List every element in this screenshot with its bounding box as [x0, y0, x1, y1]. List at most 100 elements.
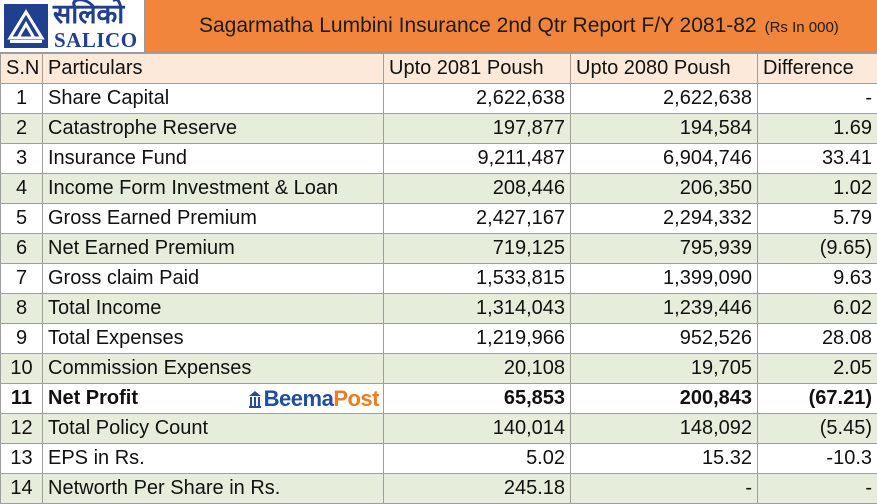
logo-devanagari-text: सलिको — [53, 0, 124, 30]
cell-sn: 11 — [1, 384, 43, 414]
cell-previous-text: 19,705 — [691, 357, 752, 379]
cell-difference: 1.02 — [758, 174, 877, 204]
cell-previous: 1,399,090 — [571, 264, 758, 294]
cell-current: 245.18 — [384, 474, 571, 504]
cell-difference-text: (9.65) — [820, 237, 872, 259]
cell-current-text: 5.02 — [526, 447, 565, 469]
cell-previous: 194,584 — [571, 114, 758, 144]
cell-current: 208,446 — [384, 174, 571, 204]
financial-summary-table: S.N Particulars Upto 2081 Poush Upto 208… — [0, 53, 877, 504]
watermark-text-beema: Beema — [264, 386, 334, 412]
cell-sn-text: 5 — [16, 207, 27, 229]
cell-difference-text: 9.63 — [833, 267, 872, 289]
cell-particular: Gross Earned Premium — [43, 204, 384, 234]
salico-emblem-icon — [4, 4, 48, 48]
cell-particular: Income Form Investment & Loan — [43, 174, 384, 204]
cell-difference: (67.21) — [758, 384, 877, 414]
cell-particular-text: Total Expenses — [48, 327, 184, 349]
logo-english-text: SALICO — [54, 28, 138, 52]
cell-difference: 5.79 — [758, 204, 877, 234]
cell-previous-text: 194,584 — [680, 117, 752, 139]
cell-previous-text: 148,092 — [680, 417, 752, 439]
columns-icon — [248, 390, 262, 408]
cell-previous: 952,526 — [571, 324, 758, 354]
cell-particular-text: Gross claim Paid — [48, 267, 199, 289]
cell-previous-text: 1,399,090 — [663, 267, 752, 289]
cell-difference-text: (5.45) — [820, 417, 872, 439]
report-title-text: Sagarmatha Lumbini Insurance 2nd Qtr Rep… — [199, 14, 757, 37]
cell-sn-text: 6 — [16, 237, 27, 259]
cell-previous-text: 1,239,446 — [663, 297, 752, 319]
cell-sn: 3 — [1, 144, 43, 174]
cell-sn-text: 12 — [10, 417, 32, 439]
cell-particular-text: Income Form Investment & Loan — [48, 177, 338, 199]
column-header-difference: Difference — [758, 54, 877, 84]
cell-sn: 9 — [1, 324, 43, 354]
cell-current-text: 20,108 — [504, 357, 565, 379]
cell-difference-text: 1.69 — [833, 117, 872, 139]
cell-current: 2,427,167 — [384, 204, 571, 234]
table-row: 4 Income Form Investment & Loan 208,446 206… — [1, 174, 877, 204]
cell-particular-text: Networth Per Share in Rs. — [48, 477, 280, 499]
cell-particular-text: EPS in Rs. — [48, 447, 145, 469]
cell-particular: Net Earned Premium — [43, 234, 384, 264]
cell-previous-text: - — [745, 477, 752, 499]
cell-sn: 10 — [1, 354, 43, 384]
cell-difference-text: 5.79 — [833, 207, 872, 229]
cell-sn: 6 — [1, 234, 43, 264]
cell-particular: Insurance Fund — [43, 144, 384, 174]
column-header-current: Upto 2081 Poush — [384, 54, 571, 84]
cell-difference-text: -10.3 — [826, 447, 872, 469]
table-row: 13 EPS in Rs. 5.02 15.32 -10.3 — [1, 444, 877, 474]
cell-current: 140,014 — [384, 414, 571, 444]
cell-current-text: 140,014 — [493, 417, 565, 439]
cell-sn-text: 14 — [10, 477, 32, 499]
cell-particular-text: Gross Earned Premium — [48, 207, 257, 229]
cell-previous-text: 15.32 — [702, 447, 752, 469]
cell-previous-text: 952,526 — [680, 327, 752, 349]
cell-difference-text: - — [865, 87, 872, 109]
cell-sn-text: 10 — [10, 357, 32, 379]
cell-sn-text: 2 — [16, 117, 27, 139]
cell-difference: 9.63 — [758, 264, 877, 294]
cell-difference-text: 6.02 — [833, 297, 872, 319]
cell-current-text: 1,219,966 — [476, 327, 565, 349]
cell-sn: 1 — [1, 84, 43, 114]
cell-current-text: 245.18 — [504, 477, 565, 499]
cell-previous: 15.32 — [571, 444, 758, 474]
report-unit-note: (Rs In 000) — [765, 19, 839, 36]
cell-sn-text: 4 — [16, 177, 27, 199]
cell-sn: 7 — [1, 264, 43, 294]
cell-previous: 6,904,746 — [571, 144, 758, 174]
cell-current: 1,219,966 — [384, 324, 571, 354]
cell-previous-text: 206,350 — [680, 177, 752, 199]
salico-logo: सलिको SALICO — [0, 0, 145, 52]
cell-current: 197,877 — [384, 114, 571, 144]
cell-sn: 2 — [1, 114, 43, 144]
cell-previous-text: 200,843 — [680, 387, 752, 409]
cell-previous: 19,705 — [571, 354, 758, 384]
cell-sn-text: 13 — [10, 447, 32, 469]
cell-current-text: 719,125 — [493, 237, 565, 259]
cell-particular: Networth Per Share in Rs. — [43, 474, 384, 504]
cell-sn-text: 1 — [16, 87, 27, 109]
cell-particular-text: Net Earned Premium — [48, 237, 235, 259]
cell-sn: 13 — [1, 444, 43, 474]
cell-difference: 33.41 — [758, 144, 877, 174]
cell-sn-text: 11 — [11, 387, 32, 409]
cell-difference-text: - — [865, 477, 872, 499]
cell-difference: 28.08 — [758, 324, 877, 354]
cell-previous-text: 2,294,332 — [663, 207, 752, 229]
cell-current: 9,211,487 — [384, 144, 571, 174]
cell-sn: 12 — [1, 414, 43, 444]
cell-previous: 200,843 — [571, 384, 758, 414]
cell-current-text: 2,427,167 — [476, 207, 565, 229]
